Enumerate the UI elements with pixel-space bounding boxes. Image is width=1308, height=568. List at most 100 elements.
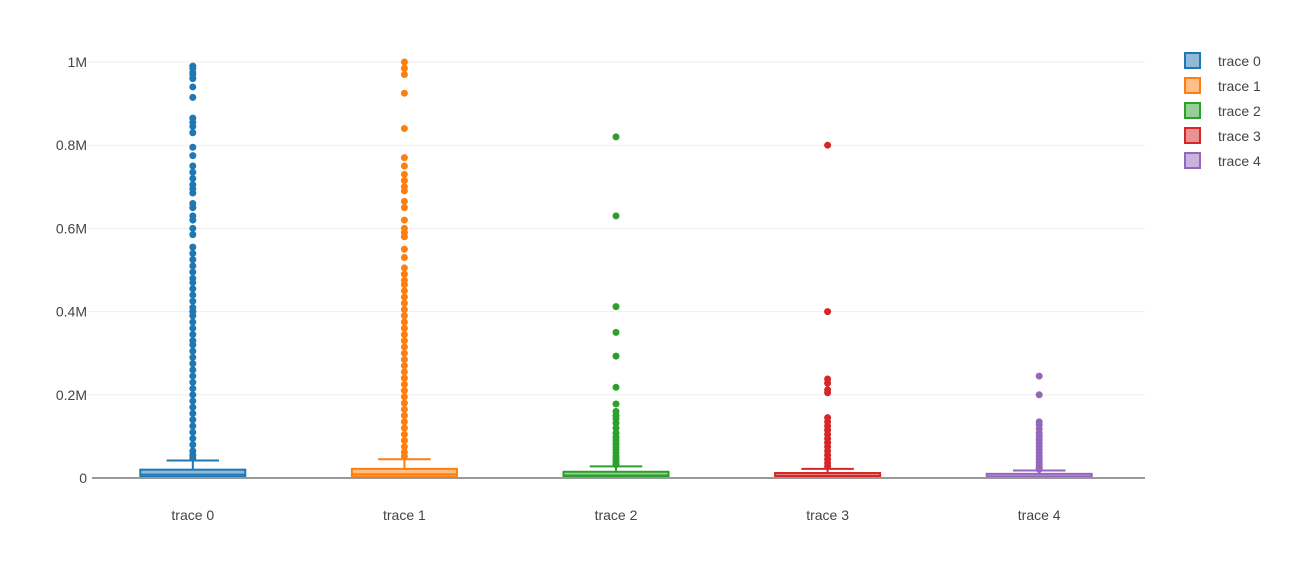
outlier-point — [189, 297, 197, 305]
outlier-point — [400, 154, 408, 162]
outlier-point — [189, 224, 197, 232]
outlier-point — [400, 312, 408, 320]
outlier-point — [189, 428, 197, 436]
outlier-point — [612, 424, 620, 432]
legend-item[interactable]: trace 0 — [1184, 52, 1261, 69]
y-tick-label: 0.4M — [56, 304, 87, 320]
outlier-point — [189, 243, 197, 251]
legend-swatch — [1184, 77, 1201, 94]
outlier-point — [189, 231, 197, 239]
outlier-point — [400, 233, 408, 241]
outlier-point — [189, 403, 197, 411]
y-axis: 0 0.2M 0.4M 0.6M 0.8M 1M — [56, 54, 87, 486]
outlier-point — [824, 308, 832, 316]
outlier-point — [189, 93, 197, 101]
outlier-point — [400, 393, 408, 401]
outlier-point — [612, 328, 620, 336]
outlier-point — [400, 287, 408, 295]
outlier-point — [400, 362, 408, 370]
outlier-point — [400, 330, 408, 338]
outlier-point — [400, 349, 408, 357]
outlier-point — [189, 262, 197, 270]
outlier-point — [400, 89, 408, 97]
outlier-point — [400, 399, 408, 407]
legend-label: trace 0 — [1218, 53, 1261, 69]
outlier-point — [400, 437, 408, 445]
outlier-point — [612, 383, 620, 391]
outlier-point — [400, 299, 408, 307]
y-tick-label: 1M — [68, 54, 87, 70]
outlier-point — [612, 133, 620, 141]
outlier-point — [400, 64, 408, 72]
outlier-point — [189, 397, 197, 405]
outlier-point — [612, 212, 620, 220]
outlier-point — [189, 162, 197, 170]
outlier-point — [824, 389, 832, 397]
outlier-point — [189, 168, 197, 176]
outlier-point — [400, 443, 408, 451]
outlier-point — [400, 306, 408, 314]
outlier-point — [189, 216, 197, 224]
outlier-point — [824, 141, 832, 149]
outlier-point — [189, 410, 197, 418]
x-tick-label: trace 1 — [383, 507, 426, 523]
y-tick-label: 0 — [79, 470, 87, 486]
legend-swatch — [1184, 152, 1201, 169]
outlier-point — [189, 385, 197, 393]
outlier-point — [400, 324, 408, 332]
outlier-point — [400, 177, 408, 185]
outlier-point — [400, 281, 408, 289]
outlier-point — [189, 434, 197, 442]
outlier-point — [400, 58, 408, 66]
x-tick-label: trace 2 — [595, 507, 638, 523]
legend-label: trace 4 — [1218, 153, 1261, 169]
outlier-point — [400, 424, 408, 432]
outlier-point — [400, 125, 408, 133]
legend-label: trace 3 — [1218, 128, 1261, 144]
outlier-point — [189, 366, 197, 374]
outlier-point — [189, 391, 197, 399]
outlier-point — [189, 143, 197, 151]
outlier-point — [189, 83, 197, 91]
outlier-point — [189, 256, 197, 264]
outlier-point — [400, 254, 408, 262]
outlier-point — [189, 378, 197, 386]
outlier-point — [400, 187, 408, 195]
outlier-point — [612, 303, 620, 311]
legend-item[interactable]: trace 1 — [1184, 77, 1261, 94]
legend-label: trace 2 — [1218, 103, 1261, 119]
box-trace-2 — [562, 133, 670, 479]
outlier-point — [400, 293, 408, 301]
x-tick-label: trace 4 — [1018, 507, 1061, 523]
outlier-point — [189, 268, 197, 276]
outlier-point — [400, 70, 408, 78]
legend-item[interactable]: trace 2 — [1184, 102, 1261, 119]
outlier-point — [189, 341, 197, 349]
outlier-point — [189, 360, 197, 368]
outlier-point — [189, 249, 197, 257]
outlier-point — [189, 347, 197, 355]
outlier-point — [189, 75, 197, 83]
outlier-point — [189, 353, 197, 361]
outlier-point — [400, 380, 408, 388]
outlier-point — [189, 278, 197, 286]
y-tick-label: 0.8M — [56, 137, 87, 153]
legend-swatch — [1184, 102, 1201, 119]
outlier-point — [189, 152, 197, 160]
outlier-point — [400, 204, 408, 212]
outlier-point — [189, 372, 197, 380]
outlier-point — [189, 174, 197, 182]
outlier-point — [400, 318, 408, 326]
outlier-point — [400, 337, 408, 345]
outlier-point — [189, 285, 197, 293]
outlier-point — [189, 122, 197, 130]
legend-item[interactable]: trace 3 — [1184, 127, 1261, 144]
legend-item[interactable]: trace 4 — [1184, 152, 1261, 169]
outlier-point — [400, 264, 408, 272]
outlier-point — [189, 330, 197, 338]
outlier-point — [400, 452, 408, 460]
outlier-point — [400, 343, 408, 351]
outlier-point — [400, 197, 408, 205]
plot-area — [92, 58, 1145, 479]
